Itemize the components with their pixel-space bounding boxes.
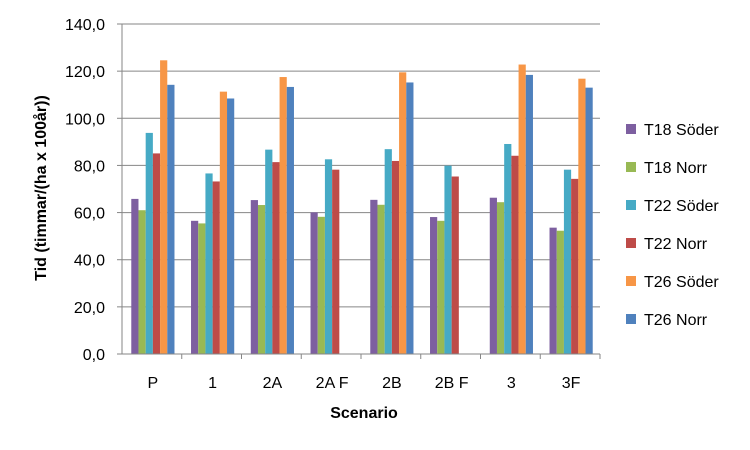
bar-t22-norr-2a (272, 162, 280, 354)
bar-t22-s-der-2b (384, 149, 392, 354)
x-tick-label: 3F (562, 375, 581, 392)
bar-t26-s-der-3f (578, 78, 586, 354)
bar-t22-norr-3f (571, 178, 579, 354)
y-tick-label: 140,0 (65, 17, 105, 34)
x-tick-label: P (148, 375, 159, 392)
x-tick-label: 2B F (435, 375, 469, 392)
bar-t18-s-der-p (131, 198, 139, 354)
bar-t26-norr-3f (585, 87, 593, 354)
legend-swatch (626, 276, 636, 286)
bar-t22-norr-p (152, 153, 161, 354)
bar-t22-s-der-1 (205, 173, 213, 354)
x-tick-labels: P 1 2A 2A F 2B 2B F 3 3F (148, 375, 581, 392)
y-tick-label: 20,0 (74, 300, 105, 317)
bar-t26-norr-2a (286, 86, 294, 354)
bar-t26-norr-3 (525, 74, 533, 354)
bar-t18-norr-3f (556, 230, 564, 354)
legend-item: T18 Söder (626, 122, 719, 139)
y-tick-label: 100,0 (65, 111, 105, 128)
legend-label: T26 Söder (644, 274, 719, 291)
legend: T18 Söder T18 Norr T22 Söder T22 Norr T26 Sö… (626, 122, 719, 329)
bar-t26-s-der-1 (219, 91, 228, 355)
y-axis-title: Tid (timmar/(ha x 100år)) (32, 95, 50, 281)
bar-t18-s-der-1 (191, 220, 199, 354)
x-axis-title: Scenario (330, 405, 398, 422)
bar-t26-s-der-2b (399, 72, 407, 354)
bar-t22-s-der-2b-f (444, 165, 452, 354)
legend-swatch (626, 314, 636, 324)
legend-label: T22 Söder (644, 198, 719, 215)
legend-swatch (626, 162, 636, 172)
legend-item: T26 Norr (626, 312, 708, 329)
bar-t22-s-der-3 (504, 143, 512, 354)
axes (117, 23, 601, 359)
y-tick-label: 40,0 (74, 253, 105, 270)
y-tick-labels: 0,0 20,0 40,0 60,0 80,0 100,0 120,0 140,0 (65, 17, 105, 364)
x-tick-label: 3 (507, 375, 516, 392)
x-tick-label: 2B (382, 375, 402, 392)
bar-t18-norr-2b-f (437, 220, 445, 354)
y-tick-label: 60,0 (74, 206, 105, 223)
legend-item: T26 Söder (626, 274, 719, 291)
bar-t18-s-der-3 (489, 197, 497, 354)
bar-t18-s-der-3f (549, 227, 557, 354)
legend-swatch (626, 200, 636, 210)
bars (131, 60, 593, 355)
legend-label: T18 Norr (644, 160, 708, 177)
y-tick-label: 120,0 (65, 64, 105, 81)
bar-t18-s-der-2a (250, 200, 258, 354)
bar-t22-norr-2b-f (451, 176, 459, 354)
x-tick-label: 1 (208, 375, 217, 392)
bar-t18-norr-3 (496, 202, 505, 354)
bar-t22-norr-3 (511, 155, 519, 354)
bar-t18-norr-2a (257, 205, 266, 354)
legend-item: T18 Norr (626, 160, 708, 177)
bar-t22-norr-1 (212, 181, 220, 354)
y-tick-label: 0,0 (83, 347, 105, 364)
bar-t22-norr-2b (391, 160, 400, 354)
bar-t26-norr-p (167, 84, 175, 354)
bar-t22-s-der-2a (265, 149, 273, 354)
legend-label: T26 Norr (644, 312, 708, 329)
legend-item: T22 Söder (626, 198, 719, 215)
legend-label: T18 Söder (644, 122, 719, 139)
bar-t18-s-der-2b-f (430, 217, 438, 354)
bar-t22-s-der-2a-f (324, 159, 333, 354)
bar-t18-norr-1 (198, 223, 206, 354)
legend-swatch (626, 238, 636, 248)
y-tick-label: 80,0 (74, 158, 105, 175)
legend-swatch (626, 124, 636, 134)
legend-item: T22 Norr (626, 236, 708, 253)
x-tick-label: 2A (263, 375, 283, 392)
bar-t18-norr-2a-f (317, 216, 325, 354)
bar-t26-norr-1 (227, 98, 235, 355)
bar-t18-norr-p (138, 210, 146, 354)
bar-t18-norr-2b (377, 204, 385, 354)
bar-t18-s-der-2b (370, 199, 378, 354)
bar-t26-s-der-p (160, 60, 168, 355)
bar-t22-s-der-p (145, 132, 153, 354)
x-tick-label: 2A F (316, 375, 349, 392)
bar-t22-norr-2a-f (332, 169, 340, 354)
legend-label: T22 Norr (644, 236, 708, 253)
bar-t26-norr-2b (406, 82, 414, 355)
bar-t22-s-der-3f (563, 169, 572, 354)
bar-t26-s-der-3 (518, 64, 526, 354)
bar-t26-s-der-2a (279, 77, 287, 354)
bar-t18-s-der-2a-f (310, 212, 318, 354)
